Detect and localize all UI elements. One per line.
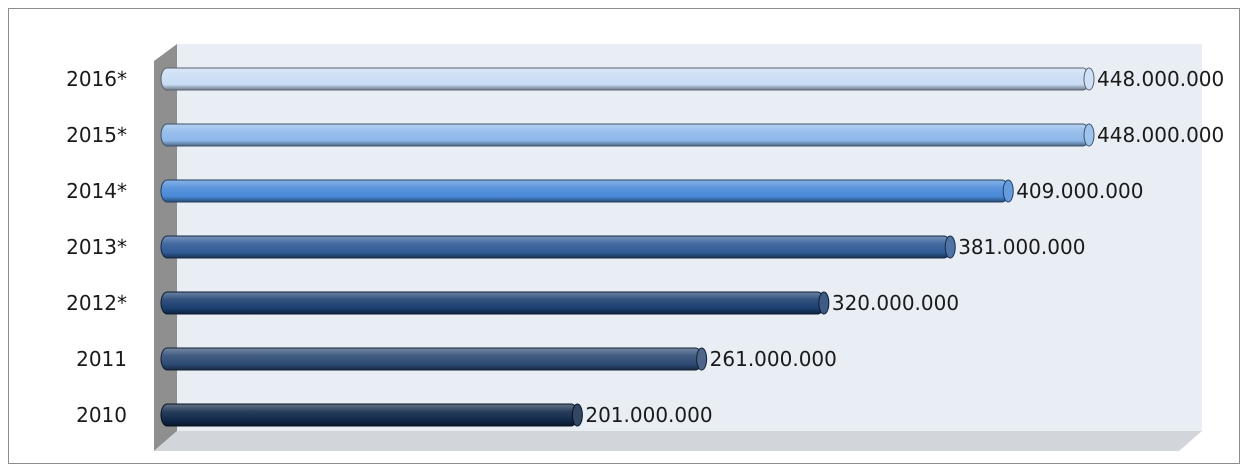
bar — [160, 123, 1095, 147]
category-label: 2011 — [76, 347, 127, 371]
bar — [160, 347, 708, 371]
bar — [160, 179, 1014, 203]
value-label: 381.000.000 — [958, 235, 1085, 259]
value-label: 409.000.000 — [1016, 179, 1143, 203]
category-label: 2013* — [66, 235, 127, 259]
value-label: 261.000.000 — [710, 347, 837, 371]
value-label: 448.000.000 — [1097, 123, 1224, 147]
category-label: 2012* — [66, 291, 127, 315]
category-label: 2010 — [76, 403, 127, 427]
plot-floor — [154, 431, 1202, 451]
value-label: 320.000.000 — [832, 291, 959, 315]
bar — [160, 235, 956, 259]
bars-layer — [160, 67, 1095, 427]
bar — [160, 67, 1095, 91]
bar — [160, 403, 583, 427]
category-label: 2015* — [66, 123, 127, 147]
bar-chart: 2016* 448.000.000 2015* 448.000.000 2014* 409… — [66, 44, 1224, 451]
bar — [160, 291, 830, 315]
chart-frame: 2016* 448.000.000 2015* 448.000.000 2014* 409… — [8, 8, 1240, 464]
category-label: 2014* — [66, 179, 127, 203]
category-label: 2016* — [66, 67, 127, 91]
value-label: 448.000.000 — [1097, 67, 1224, 91]
value-label: 201.000.000 — [585, 403, 712, 427]
